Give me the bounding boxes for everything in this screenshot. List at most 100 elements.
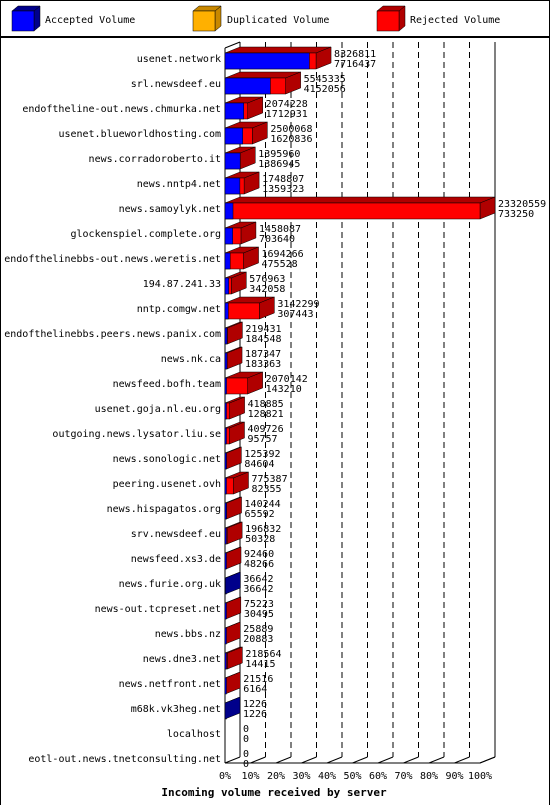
bar-accepted-face-news-nk-ca <box>224 352 228 370</box>
value-total-news-furie-org-uk: 36642 <box>243 574 273 585</box>
bar-accepted-usenet-network <box>224 52 310 70</box>
value-accepted-glockenspiel-complete-org: 703640 <box>259 234 295 245</box>
bar-rejected-peering-usenet-ovh <box>224 471 249 495</box>
value-total-news-nk-ca: 187347 <box>245 349 281 360</box>
value-total-news-bbs-nz: 25889 <box>243 624 273 635</box>
value-accepted-news-nntp4-net: 1359323 <box>262 184 304 195</box>
bars <box>224 46 496 720</box>
x-tick-label: 50% <box>343 771 361 782</box>
value-total-eotl-out-news-tnetconsulting-net: 0 <box>243 749 249 760</box>
category-label-eotl-out-news-tnetconsulting-net: eotl-out.news.tnetconsulting.net <box>28 754 221 765</box>
value-total-endofthelinebbs-out-news-weretis-net: 1694266 <box>262 249 304 260</box>
value-accepted-endofthelinebbs-out-news-weretis-net: 475528 <box>262 259 298 270</box>
bar-accepted-news-nk-ca <box>224 352 228 370</box>
grid-depth-line <box>377 756 394 764</box>
bar-accepted-face-news-sonologic-net <box>224 452 227 470</box>
value-accepted-news-furie-org-uk: 36642 <box>243 584 273 595</box>
x-axis-ticks: 0% 10% 20% 30% 40% 50% 60% 70% 80% 90% 100% <box>219 771 492 782</box>
bar-accepted-face-usenet-network <box>224 52 310 70</box>
bar-accepted-news-nntp4-net <box>224 177 241 195</box>
bar-rejected-newsfeed-bofh-team-face <box>224 377 248 395</box>
category-label-m68k-vk3heg-net: m68k.vk3heg.net <box>131 704 221 715</box>
value-total-news-samoylyk-net: 23320559 <box>498 199 546 210</box>
value-accepted-news-samoylyk-net: 733250 <box>498 209 534 220</box>
x-tick-label: 30% <box>292 771 310 782</box>
bar-accepted-face-srl-newsdeef-eu <box>224 77 271 95</box>
bar-accepted-m68k-vk3heg-net <box>224 696 241 720</box>
bar-accepted-news-hispagatos-org <box>224 502 227 520</box>
x-tick-label: 100% <box>468 771 492 782</box>
grid-depth-line <box>352 756 368 764</box>
legend: Accepted Volume Duplicated Volume Reject… <box>0 0 550 37</box>
value-total-srl-newsdeef-eu: 5545335 <box>304 74 346 85</box>
value-accepted-newsfeed-bofh-team: 143210 <box>266 384 302 395</box>
category-label-newsfeed-xs3-de: newsfeed.xs3.de <box>131 554 221 565</box>
bar-rejected-news-samoylyk-net <box>224 196 496 220</box>
value-accepted-news-dne3-net: 14415 <box>245 659 275 670</box>
bar-accepted-outgoing-news-lysator-liu-se <box>224 427 227 445</box>
category-label-194-87-241-33: 194.87.241.33 <box>143 279 221 290</box>
category-label-news-furie-org-uk: news.furie.org.uk <box>119 579 221 590</box>
legend-frame <box>0 0 550 37</box>
bar-accepted-side-m68k-vk3heg-net <box>224 696 241 720</box>
legend-label-accepted: Accepted Volume <box>45 15 135 26</box>
value-total-news-hispagatos-org: 140244 <box>245 499 281 510</box>
bar-accepted-face-news-out-tcpreset-net <box>224 602 227 620</box>
grid-depth-line <box>224 756 241 764</box>
value-accepted-m68k-vk3heg-net: 1226 <box>243 709 267 720</box>
value-accepted-srl-newsdeef-eu: 4152056 <box>304 84 346 95</box>
x-tick-label: 0% <box>219 771 231 782</box>
value-accepted-usenet-network: 7716437 <box>334 59 376 70</box>
bar-accepted-face-endofthelinebbs-out-news-weretis-net <box>224 252 231 270</box>
legend-label-rejected: Rejected Volume <box>410 15 500 26</box>
x-tick-label: 20% <box>267 771 285 782</box>
bar-accepted-side-news-furie-org-uk <box>225 571 241 595</box>
bar-accepted-endofthelinebbs-out-news-weretis-net <box>224 252 231 270</box>
category-label-newsfeed-bofh-team: newsfeed.bofh.team <box>113 379 221 390</box>
bar-rejected-nntp-comgw-net-face <box>224 302 260 320</box>
bar-accepted-newsfeed-xs3-de <box>224 552 227 570</box>
legend-swatch-duplicated <box>192 10 216 32</box>
bar-accepted-face-srv-newsdeef-eu <box>224 527 227 545</box>
bar-accepted-face-outgoing-news-lysator-liu-se <box>224 427 227 445</box>
value-accepted-nntp-comgw-net: 307443 <box>277 309 313 320</box>
bar-rejected-newsfeed-bofh-team <box>224 371 263 395</box>
bar-accepted-face-news-bbs-nz <box>224 627 227 645</box>
value-accepted-endoftheline-out-news-chmurka-net: 1712931 <box>266 109 308 120</box>
bar-accepted-face-usenet-blueworldhosting-com <box>224 127 243 145</box>
category-label-endoftheline-out-news-chmurka-net: endoftheline-out.news.chmurka.net <box>22 104 221 115</box>
value-accepted-localhost: 0 <box>243 734 249 745</box>
value-accepted-srv-newsdeef-eu: 50328 <box>245 534 275 545</box>
category-label-news-corradoroberto-it: news.corradoroberto.it <box>89 154 221 165</box>
bar-accepted-news-samoylyk-net <box>224 202 234 220</box>
bar-rejected-usenet-network-top <box>224 46 332 54</box>
grid-depth-line <box>479 756 496 764</box>
category-label-outgoing-news-lysator-liu-se: outgoing.news.lysator.liu.se <box>52 429 221 440</box>
category-label-peering-usenet-ovh: peering.usenet.ovh <box>113 479 221 490</box>
bar-accepted-news-netfront-net <box>224 677 227 695</box>
grid-depth-line <box>301 756 317 764</box>
category-label-endofthelinebbs-out-news-weretis-net: endofthelinebbs-out.news.weretis.net <box>4 254 221 265</box>
x-tick-label: 10% <box>241 771 259 782</box>
category-label-usenet-goja-nl-eu-org: usenet.goja.nl.eu.org <box>95 404 221 415</box>
bar-accepted-endofthelinebbs-peers-news-panix-com <box>224 327 228 345</box>
bar-accepted-news-bbs-nz <box>224 627 227 645</box>
value-total-news-out-tcpreset-net: 75223 <box>244 599 274 610</box>
value-accepted-outgoing-news-lysator-liu-se: 95757 <box>247 434 277 445</box>
category-label-news-nntp4-net: news.nntp4.net <box>137 179 221 190</box>
category-labels: usenet.network srl.newsdeef.eu endofthelin… <box>4 54 221 765</box>
value-accepted-news-bbs-nz: 20883 <box>243 634 273 645</box>
legend-item-rejected: Rejected Volume <box>376 5 500 32</box>
bar-accepted-news-furie-org-uk <box>224 571 241 595</box>
value-total-m68k-vk3heg-net: 1226 <box>243 699 267 710</box>
value-total-news-netfront-net: 21516 <box>243 674 273 685</box>
x-tick-label: 60% <box>369 771 387 782</box>
value-accepted-news-corradoroberto-it: 1386945 <box>258 159 300 170</box>
category-label-endofthelinebbs-peers-news-panix-com: endofthelinebbs.peers.news.panix.com <box>4 329 221 340</box>
category-label-news-dne3-net: news.dne3.net <box>143 654 221 665</box>
bar-accepted-news-out-tcpreset-net <box>224 602 227 620</box>
bar-accepted-face-endofthelinebbs-peers-news-panix-com <box>224 327 228 345</box>
value-accepted-usenet-blueworldhosting-com: 1620836 <box>270 134 312 145</box>
bar-accepted-endoftheline-out-news-chmurka-net <box>224 102 244 120</box>
bar-accepted-face-news-corradoroberto-it <box>224 152 241 170</box>
